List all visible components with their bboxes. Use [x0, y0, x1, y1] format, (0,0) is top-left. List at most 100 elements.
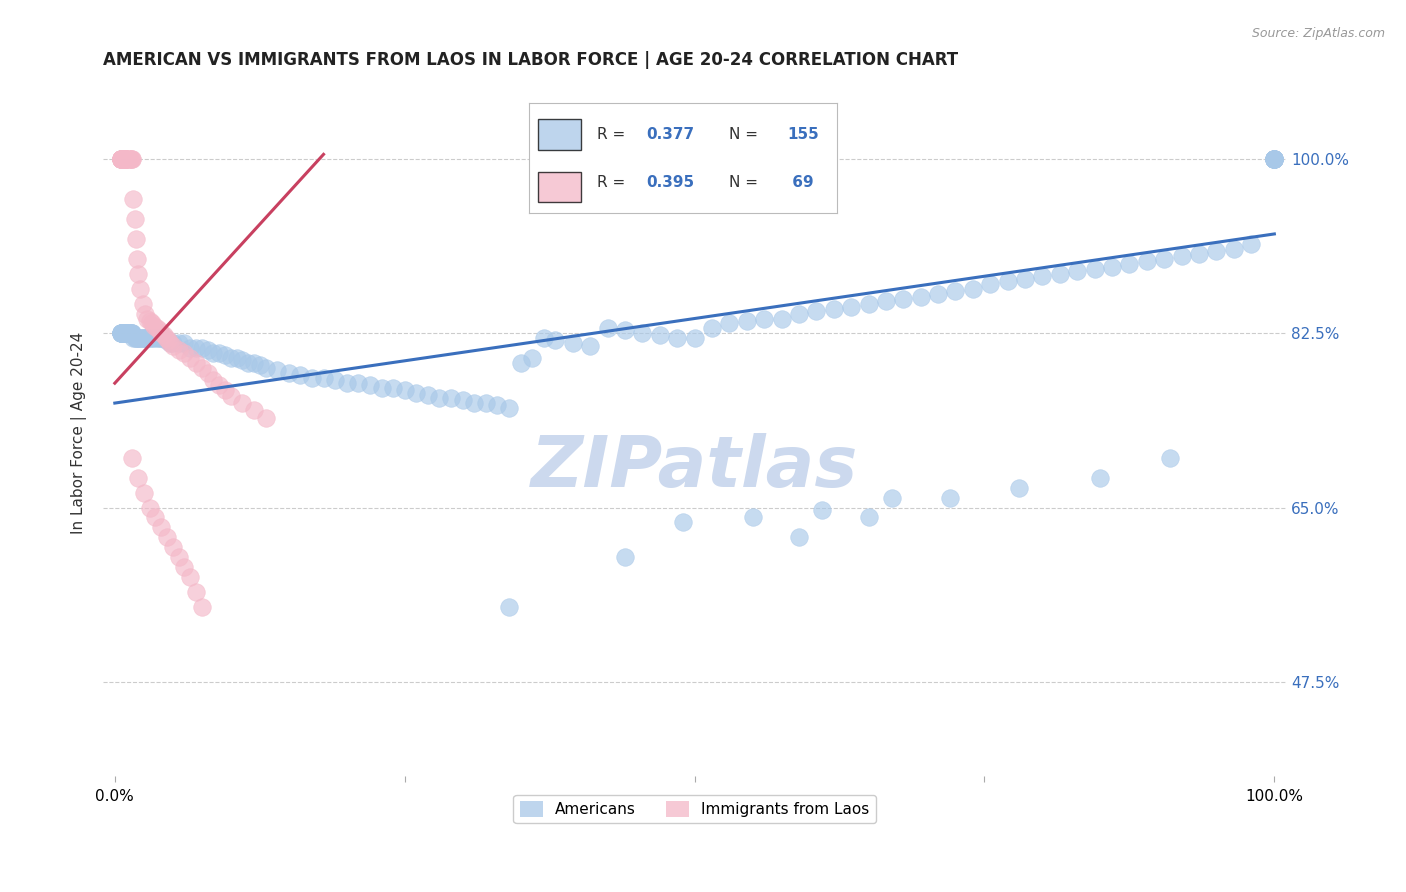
Point	[114, 326, 136, 341]
Point	[122, 331, 145, 345]
Point	[141, 317, 163, 331]
Point	[1205, 244, 1227, 258]
Point	[148, 323, 170, 337]
Point	[323, 373, 346, 387]
Point	[191, 342, 214, 356]
Point	[167, 550, 190, 565]
Text: ZIPatlas: ZIPatlas	[531, 433, 858, 502]
Point	[1263, 153, 1285, 167]
Point	[167, 336, 190, 351]
Point	[121, 450, 143, 465]
Point	[173, 336, 195, 351]
Point	[945, 284, 967, 298]
Point	[138, 500, 160, 515]
Point	[162, 336, 184, 351]
Point	[134, 306, 156, 320]
Point	[631, 326, 654, 341]
Point	[1066, 264, 1088, 278]
Point	[127, 471, 149, 485]
Point	[561, 336, 583, 351]
Point	[110, 153, 132, 167]
Point	[544, 334, 567, 348]
Point	[875, 293, 897, 308]
Point	[1084, 261, 1107, 276]
Point	[110, 326, 132, 341]
Point	[787, 306, 810, 320]
Point	[125, 331, 148, 345]
Point	[202, 346, 225, 360]
Point	[382, 381, 405, 395]
Point	[1263, 153, 1285, 167]
Point	[162, 339, 184, 353]
Point	[249, 358, 271, 372]
Point	[184, 356, 207, 370]
Point	[138, 331, 160, 345]
Point	[648, 328, 671, 343]
Point	[1136, 253, 1159, 268]
Point	[752, 311, 775, 326]
Point	[243, 403, 266, 417]
Point	[254, 361, 277, 376]
Point	[429, 391, 451, 405]
Point	[110, 326, 132, 341]
Point	[120, 326, 142, 341]
Point	[125, 252, 148, 266]
Point	[115, 326, 138, 341]
Point	[157, 334, 180, 348]
Point	[179, 351, 201, 366]
Point	[115, 326, 138, 341]
Point	[135, 331, 157, 345]
Point	[110, 326, 132, 341]
Point	[127, 331, 149, 345]
Point	[118, 326, 141, 341]
Point	[806, 303, 828, 318]
Point	[143, 331, 166, 345]
Point	[110, 153, 132, 167]
Point	[124, 331, 146, 345]
Point	[124, 212, 146, 227]
Point	[115, 153, 138, 167]
Legend: Americans, Immigrants from Laos: Americans, Immigrants from Laos	[513, 796, 876, 823]
Point	[498, 401, 520, 415]
Point	[115, 153, 138, 167]
Point	[1090, 471, 1112, 485]
Point	[115, 153, 138, 167]
Text: Source: ZipAtlas.com: Source: ZipAtlas.com	[1251, 27, 1385, 40]
Point	[451, 393, 474, 408]
Point	[1014, 271, 1036, 285]
Point	[138, 313, 160, 327]
Point	[475, 396, 498, 410]
Point	[347, 376, 370, 391]
Point	[173, 560, 195, 574]
Point	[110, 326, 132, 341]
Point	[219, 389, 242, 403]
Point	[370, 381, 392, 395]
Point	[522, 351, 544, 366]
Point	[132, 485, 155, 500]
Point	[236, 356, 259, 370]
Point	[112, 153, 135, 167]
Point	[111, 153, 134, 167]
Point	[202, 373, 225, 387]
Point	[121, 326, 143, 341]
Point	[110, 153, 132, 167]
Point	[110, 326, 132, 341]
Point	[962, 282, 984, 296]
Point	[254, 411, 277, 425]
Point	[666, 331, 689, 345]
Point	[405, 386, 427, 401]
Point	[394, 383, 416, 397]
Point	[1153, 252, 1175, 266]
Point	[266, 363, 288, 377]
Point	[197, 366, 219, 380]
Point	[110, 153, 132, 167]
Point	[110, 153, 132, 167]
Point	[208, 346, 231, 360]
Point	[131, 331, 153, 345]
Point	[214, 383, 236, 397]
Point	[136, 311, 159, 326]
Point	[1263, 153, 1285, 167]
Point	[121, 153, 143, 167]
Point	[1263, 153, 1285, 167]
Point	[336, 376, 359, 391]
